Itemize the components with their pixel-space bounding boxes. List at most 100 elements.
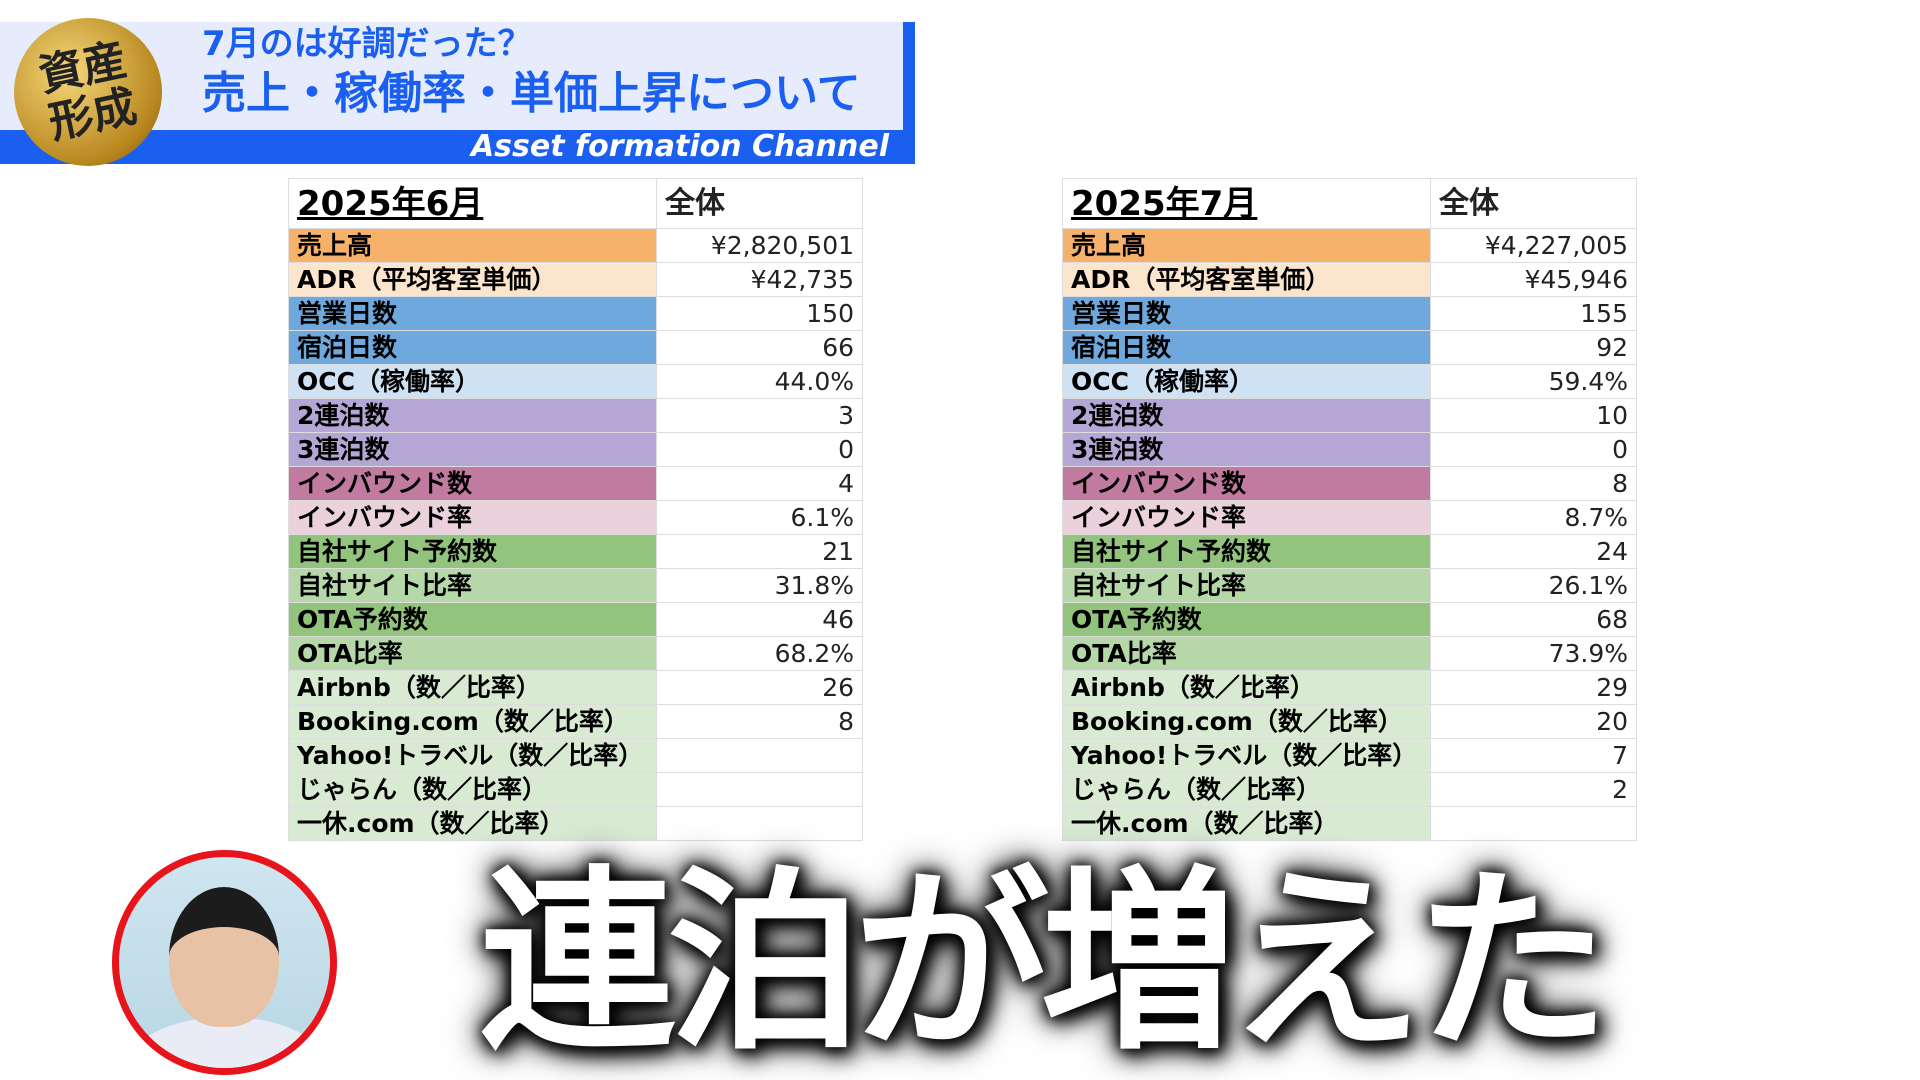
row-label: OCC（稼働率） (1062, 364, 1431, 399)
row-label: 一休.com（数／比率） (288, 806, 657, 841)
row-value: 2 (1430, 772, 1637, 807)
table-row: 売上高 ¥2,820,501 (288, 228, 863, 263)
row-label: インバウンド数 (1062, 466, 1431, 501)
table-row: 2連泊数 10 (1062, 398, 1637, 433)
table-row: ADR（平均客室単価） ¥45,946 (1062, 262, 1637, 297)
banner-bar (0, 130, 903, 164)
row-label: じゃらん（数／比率） (288, 772, 657, 807)
row-label: 3連泊数 (288, 432, 657, 467)
table-row: インバウンド率 8.7% (1062, 500, 1637, 535)
banner-subtitle: 7月のは好調だった？ (202, 24, 532, 64)
title-banner: 7月のは好調だった？ 売上・稼働率・単価上昇について Asset formati… (0, 22, 915, 164)
row-value: 66 (656, 330, 863, 365)
row-label: 2連泊数 (288, 398, 657, 433)
row-value: 4 (656, 466, 863, 501)
row-label: インバウンド率 (1062, 500, 1431, 535)
table-title: 2025年6月 (288, 178, 657, 229)
table-row: 自社サイト予約数 24 (1062, 534, 1637, 569)
table-row: インバウンド数 4 (288, 466, 863, 501)
row-value: 68 (1430, 602, 1637, 637)
row-value (656, 738, 863, 773)
table-row: 3連泊数 0 (288, 432, 863, 467)
channel-name: Asset formation Channel (470, 129, 889, 164)
table-title: 2025年7月 (1062, 178, 1431, 229)
row-label: OCC（稼働率） (288, 364, 657, 399)
row-value: 59.4% (1430, 364, 1637, 399)
table-row: 宿泊日数 92 (1062, 330, 1637, 365)
row-label: OTA予約数 (288, 602, 657, 637)
row-label: OTA予約数 (1062, 602, 1431, 637)
row-label: 宿泊日数 (1062, 330, 1431, 365)
logo-text: 資産形成 (34, 33, 142, 150)
row-value: 10 (1430, 398, 1637, 433)
row-value (1430, 806, 1637, 841)
row-label: OTA比率 (288, 636, 657, 671)
row-value: 8 (1430, 466, 1637, 501)
row-label: 売上高 (1062, 228, 1431, 263)
table-row: 3連泊数 0 (1062, 432, 1637, 467)
table-row: 営業日数 155 (1062, 296, 1637, 331)
table-header: 2025年6月 全体 (288, 178, 863, 229)
row-value: 8 (656, 704, 863, 739)
row-value: 44.0% (656, 364, 863, 399)
row-value: 20 (1430, 704, 1637, 739)
table-row: 売上高 ¥4,227,005 (1062, 228, 1637, 263)
row-label: OTA比率 (1062, 636, 1431, 671)
table-row: OCC（稼働率） 44.0% (288, 364, 863, 399)
row-value: 8.7% (1430, 500, 1637, 535)
row-value: ¥42,735 (656, 262, 863, 297)
table-header: 2025年7月 全体 (1062, 178, 1637, 229)
row-label: 売上高 (288, 228, 657, 263)
table-row: 自社サイト比率 31.8% (288, 568, 863, 603)
table-row: 一休.com（数／比率） (1062, 806, 1637, 841)
row-label: Booking.com（数／比率） (288, 704, 657, 739)
row-value: 92 (1430, 330, 1637, 365)
row-value: 31.8% (656, 568, 863, 603)
row-value (656, 806, 863, 841)
row-label: 営業日数 (288, 296, 657, 331)
row-value: 6.1% (656, 500, 863, 535)
table-row: Booking.com（数／比率） 8 (288, 704, 863, 739)
row-value: 7 (1430, 738, 1637, 773)
table-row: 営業日数 150 (288, 296, 863, 331)
table-row: Airbnb（数／比率） 29 (1062, 670, 1637, 705)
row-value: 21 (656, 534, 863, 569)
table-row: OCC（稼働率） 59.4% (1062, 364, 1637, 399)
row-value: ¥2,820,501 (656, 228, 863, 263)
row-label: ADR（平均客室単価） (288, 262, 657, 297)
table-row: インバウンド数 8 (1062, 466, 1637, 501)
table-row: OTA比率 73.9% (1062, 636, 1637, 671)
table-row: OTA予約数 68 (1062, 602, 1637, 637)
row-label: 自社サイト予約数 (288, 534, 657, 569)
table-row: Yahoo!トラベル（数／比率） (288, 738, 863, 773)
row-value: 150 (656, 296, 863, 331)
row-label: Airbnb（数／比率） (1062, 670, 1431, 705)
row-label: 自社サイト比率 (288, 568, 657, 603)
row-label: 3連泊数 (1062, 432, 1431, 467)
row-value: 73.9% (1430, 636, 1637, 671)
row-value: 3 (656, 398, 863, 433)
column-header: 全体 (1430, 178, 1637, 229)
table-row: じゃらん（数／比率） 2 (1062, 772, 1637, 807)
row-value: 0 (656, 432, 863, 467)
row-label: Airbnb（数／比率） (288, 670, 657, 705)
table-row: 宿泊日数 66 (288, 330, 863, 365)
row-value: 0 (1430, 432, 1637, 467)
table-row: Booking.com（数／比率） 20 (1062, 704, 1637, 739)
row-value: ¥45,946 (1430, 262, 1637, 297)
table-row: インバウンド率 6.1% (288, 500, 863, 535)
table-row: じゃらん（数／比率） (288, 772, 863, 807)
presenter-avatar (112, 850, 337, 1075)
row-label: インバウンド数 (288, 466, 657, 501)
table-row: OTA予約数 46 (288, 602, 863, 637)
row-label: 自社サイト比率 (1062, 568, 1431, 603)
row-label: 自社サイト予約数 (1062, 534, 1431, 569)
row-value (656, 772, 863, 807)
row-value: 26.1% (1430, 568, 1637, 603)
row-value: 26 (656, 670, 863, 705)
july-table: 2025年7月 全体 売上高 ¥4,227,005 ADR（平均客室単価） ¥45,946… (1062, 178, 1637, 841)
row-label: ADR（平均客室単価） (1062, 262, 1431, 297)
table-row: Yahoo!トラベル（数／比率） 7 (1062, 738, 1637, 773)
row-label: 一休.com（数／比率） (1062, 806, 1431, 841)
table-row: 2連泊数 3 (288, 398, 863, 433)
